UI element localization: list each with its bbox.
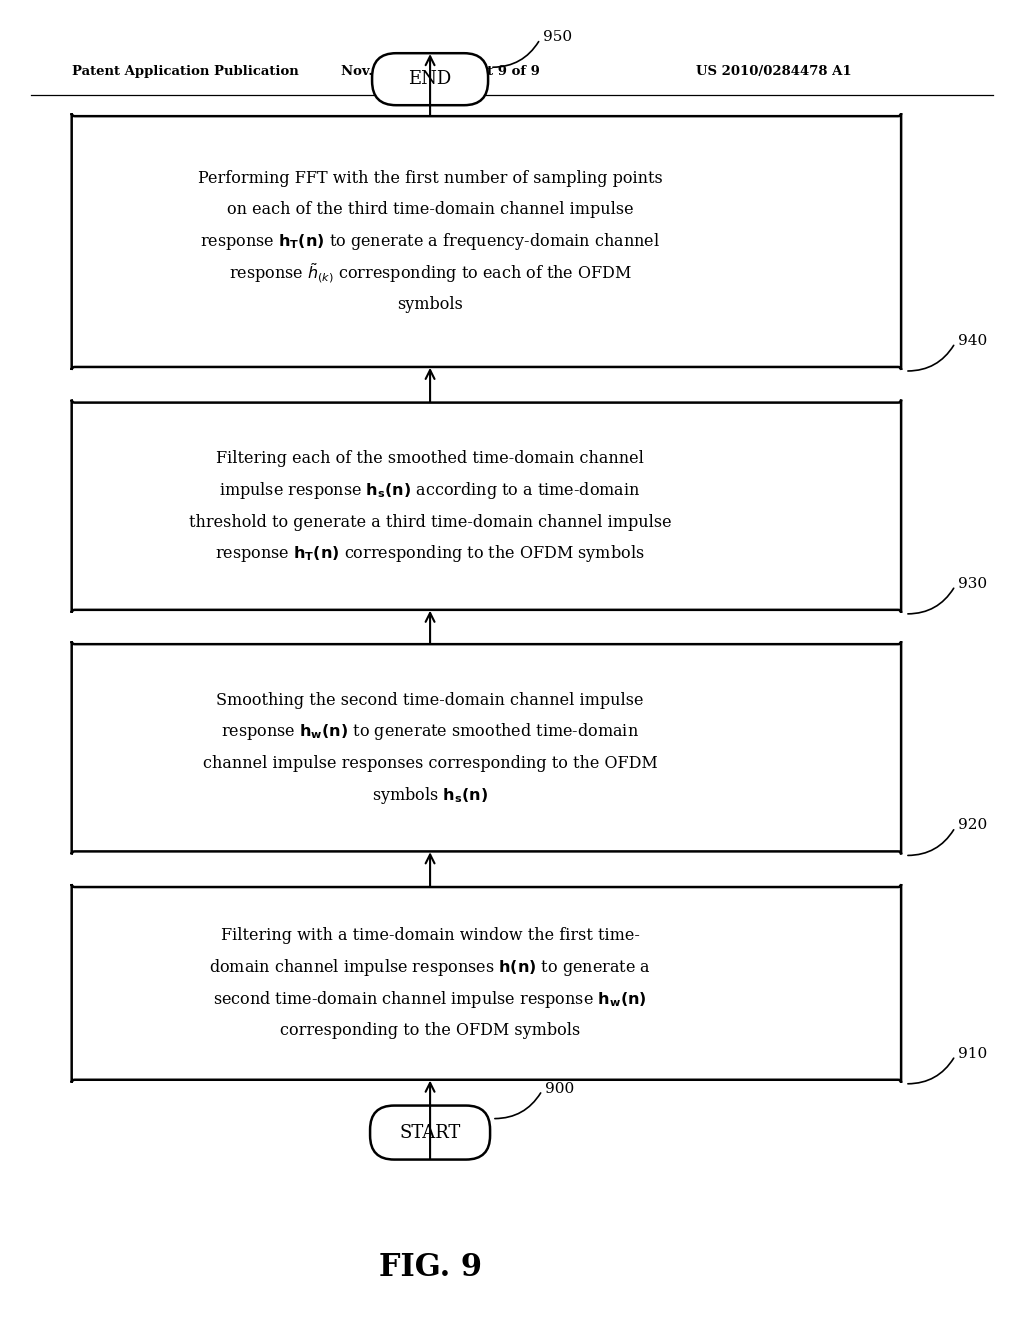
Text: 910: 910 <box>958 1047 987 1061</box>
Text: 940: 940 <box>958 334 987 348</box>
FancyBboxPatch shape <box>370 1106 490 1159</box>
Text: Filtering each of the smoothed time-domain channel: Filtering each of the smoothed time-doma… <box>216 450 644 467</box>
Text: threshold to generate a third time-domain channel impulse: threshold to generate a third time-domai… <box>188 513 672 531</box>
Text: second time-domain channel impulse response $\mathbf{h_w(n)}$: second time-domain channel impulse respo… <box>213 989 647 1010</box>
Text: 930: 930 <box>958 577 987 591</box>
Text: 900: 900 <box>545 1081 574 1096</box>
Text: symbols $\mathbf{h_s(n)}$: symbols $\mathbf{h_s(n)}$ <box>372 785 488 805</box>
FancyBboxPatch shape <box>72 642 901 854</box>
Text: impulse response $\mathbf{h_s(n)}$ according to a time-domain: impulse response $\mathbf{h_s(n)}$ accor… <box>219 480 641 500</box>
FancyBboxPatch shape <box>372 53 488 106</box>
Text: response $\mathbf{h_T(n)}$ corresponding to the OFDM symbols: response $\mathbf{h_T(n)}$ corresponding… <box>215 544 645 564</box>
Text: FIG. 9: FIG. 9 <box>379 1251 481 1283</box>
FancyBboxPatch shape <box>72 400 901 612</box>
Text: on each of the third time-domain channel impulse: on each of the third time-domain channel… <box>226 202 634 218</box>
Text: 920: 920 <box>958 818 987 833</box>
Text: Patent Application Publication: Patent Application Publication <box>72 65 298 78</box>
Text: Filtering with a time-domain window the first time-: Filtering with a time-domain window the … <box>220 928 640 944</box>
FancyBboxPatch shape <box>72 114 901 370</box>
Text: Performing FFT with the first number of sampling points: Performing FFT with the first number of … <box>198 170 663 186</box>
Text: symbols: symbols <box>397 297 463 313</box>
Text: channel impulse responses corresponding to the OFDM: channel impulse responses corresponding … <box>203 755 657 772</box>
Text: Smoothing the second time-domain channel impulse: Smoothing the second time-domain channel… <box>216 692 644 709</box>
Text: END: END <box>409 70 452 88</box>
Text: domain channel impulse responses $\mathbf{h(n)}$ to generate a: domain channel impulse responses $\mathb… <box>209 957 651 978</box>
Text: START: START <box>399 1123 461 1142</box>
Text: 950: 950 <box>543 30 572 44</box>
Text: corresponding to the OFDM symbols: corresponding to the OFDM symbols <box>280 1023 581 1039</box>
FancyBboxPatch shape <box>72 884 901 1082</box>
Text: US 2010/0284478 A1: US 2010/0284478 A1 <box>696 65 852 78</box>
Text: response $\mathbf{h_T(n)}$ to generate a frequency-domain channel: response $\mathbf{h_T(n)}$ to generate a… <box>200 231 660 252</box>
Text: response $\tilde{h}_{(k)}$ corresponding to each of the OFDM: response $\tilde{h}_{(k)}$ corresponding… <box>228 261 632 285</box>
Text: Nov. 11, 2010  Sheet 9 of 9: Nov. 11, 2010 Sheet 9 of 9 <box>341 65 540 78</box>
Text: response $\mathbf{h_w(n)}$ to generate smoothed time-domain: response $\mathbf{h_w(n)}$ to generate s… <box>221 722 639 742</box>
